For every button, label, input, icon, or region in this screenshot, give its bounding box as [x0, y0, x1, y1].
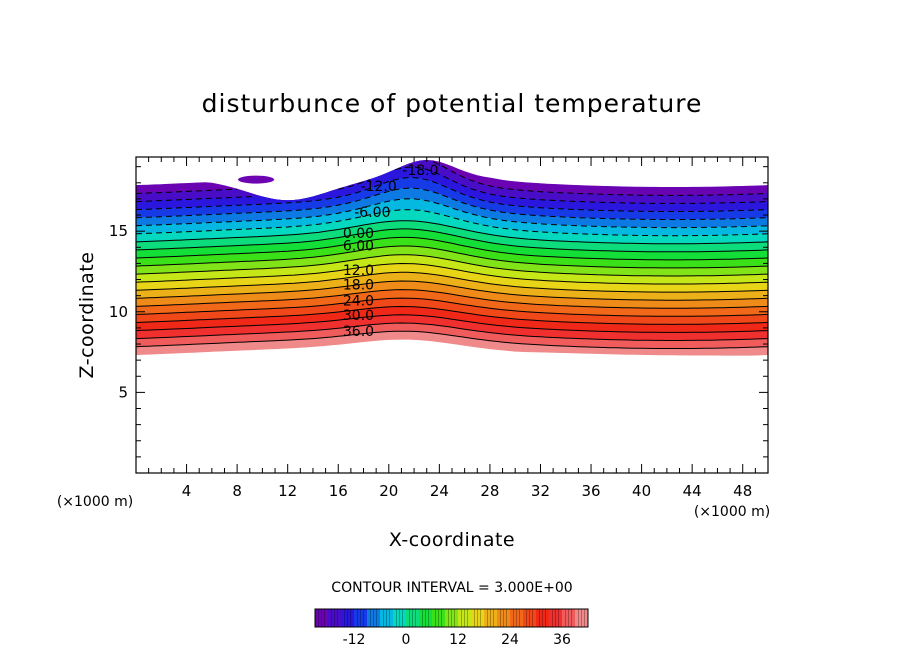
colorbar-tick-label: -12 [343, 632, 366, 648]
x-tick-label: 48 [733, 482, 752, 500]
contour-line [136, 280, 768, 301]
contour-line [136, 254, 768, 277]
x-tick-label: 44 [683, 482, 702, 500]
contour-label: 12.0 [343, 263, 374, 279]
colorbar-tick-label: 0 [402, 632, 411, 648]
x-tick-label: 8 [232, 482, 242, 500]
contour-line [136, 245, 768, 269]
contour-interval-label: CONTOUR INTERVAL = 3.000E+00 [331, 580, 572, 596]
contour-label: 30.0 [343, 308, 374, 324]
contour-line [136, 228, 768, 253]
x-tick-label: 12 [278, 482, 297, 500]
contour-line [136, 187, 768, 221]
contour-line-layer [136, 161, 768, 349]
y-axis-label: Z-coordinate [76, 252, 98, 379]
x-tick-label: 32 [531, 482, 550, 500]
contour-label: 18.0 [343, 277, 374, 293]
x-axis-label: X-coordinate [389, 529, 515, 551]
x-unit-label-left: (×1000 m) [57, 494, 133, 510]
contour-label: 0.00 [343, 226, 374, 242]
y-tick-label: 5 [118, 383, 128, 401]
contour-line [136, 166, 768, 204]
contour-line [136, 220, 768, 245]
contour-line [136, 161, 768, 196]
colorbar-frame [314, 608, 589, 628]
contour-line [136, 262, 768, 285]
x-tick-label: 36 [581, 482, 600, 500]
contour-line [136, 198, 768, 229]
contour-patch [238, 175, 275, 184]
chart-title: disturbunce of potential temperature [202, 89, 703, 118]
contour-label: -6.00 [354, 205, 390, 221]
contour-line [136, 209, 768, 237]
contour-line [136, 305, 768, 325]
x-tick-label: 24 [430, 482, 449, 500]
contour-line [136, 177, 768, 212]
colorbar-tick-label: 36 [553, 632, 571, 648]
x-tick-label: 28 [480, 482, 499, 500]
contour-label: 36.0 [343, 324, 374, 340]
contour-label: 24.0 [343, 293, 374, 309]
x-tick-label: 20 [379, 482, 398, 500]
contour-line [136, 330, 768, 349]
contour-label-layer: -18.0 -12.0 -6.00 0.006.00 12.018.024.030.03… [343, 163, 439, 340]
colorbar-tick-label: 12 [449, 632, 467, 648]
x-tick-label: 4 [182, 482, 192, 500]
x-tick-label: 40 [632, 482, 651, 500]
contour-label: -12.0 [361, 179, 397, 195]
colorbar: -12 0 12 24 36 [314, 608, 589, 648]
contour-line [136, 236, 768, 261]
x-unit-label-right: (×1000 m) [694, 504, 770, 520]
contour-label: 6.00 [343, 239, 374, 255]
y-axis-ticks: 5 10 15 [109, 166, 768, 458]
contour-line [136, 322, 768, 341]
contour-line [136, 314, 768, 333]
contour-label: -18.0 [402, 163, 438, 179]
y-tick-label: 15 [109, 222, 128, 240]
contour-line [136, 289, 768, 309]
contour-line [136, 271, 768, 293]
contour-line [136, 297, 768, 317]
x-axis-ticks: 4 8 12 16 20 24 28 32 36 40 44 48 [148, 157, 756, 500]
colorbar-tick-label: 24 [501, 632, 519, 648]
x-tick-label: 16 [329, 482, 348, 500]
y-tick-label: 10 [109, 303, 128, 321]
